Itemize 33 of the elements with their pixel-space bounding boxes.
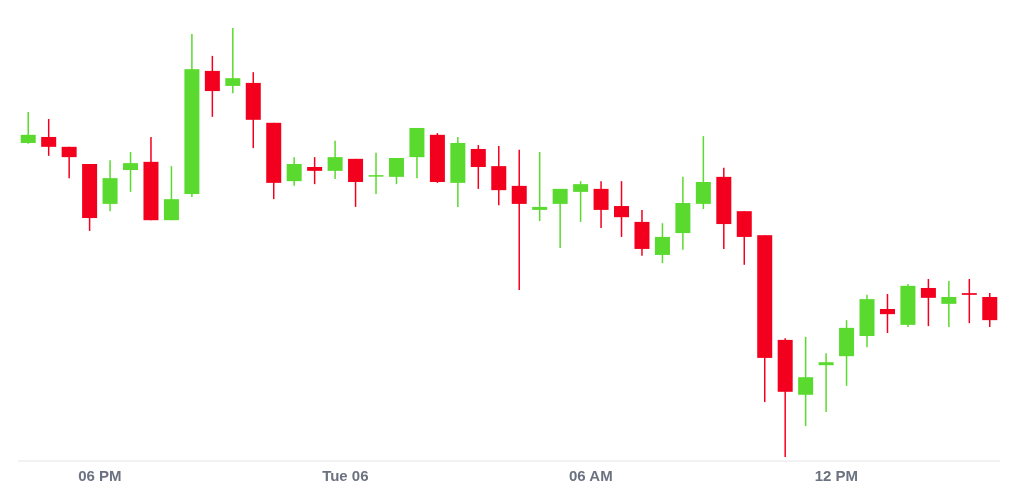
candlestick bbox=[204, 55, 220, 118]
candlestick bbox=[470, 144, 486, 190]
candlestick bbox=[163, 165, 179, 221]
candlestick bbox=[20, 111, 36, 145]
candlestick bbox=[982, 292, 998, 328]
candlestick bbox=[941, 280, 957, 328]
x-tick-label: 06 AM bbox=[569, 467, 613, 484]
candlestick bbox=[920, 278, 936, 327]
candlestick bbox=[41, 118, 57, 157]
candlestick bbox=[368, 152, 384, 195]
candlestick bbox=[307, 156, 323, 185]
candlestick bbox=[388, 157, 404, 185]
candlestick bbox=[798, 336, 814, 427]
candlestick bbox=[573, 180, 589, 223]
candlestick bbox=[552, 188, 568, 249]
x-tick-label: 06 PM bbox=[78, 467, 122, 484]
candlestick bbox=[286, 156, 302, 187]
candlestick bbox=[61, 146, 77, 179]
candlestick bbox=[327, 140, 343, 180]
candlestick bbox=[511, 149, 527, 291]
candlestick bbox=[532, 151, 548, 222]
candlestick bbox=[593, 180, 609, 229]
candlestick bbox=[348, 158, 364, 208]
candlestick bbox=[614, 180, 630, 238]
candlestick bbox=[654, 222, 670, 264]
candlestick bbox=[961, 278, 977, 324]
candlestick bbox=[879, 293, 895, 334]
candlestick bbox=[225, 27, 241, 94]
candlestick bbox=[695, 135, 711, 210]
candlestick bbox=[818, 352, 834, 413]
candlestick bbox=[123, 151, 139, 193]
x-tick-label: Tue 06 bbox=[322, 467, 369, 484]
x-tick-label: 12 PM bbox=[814, 467, 859, 484]
